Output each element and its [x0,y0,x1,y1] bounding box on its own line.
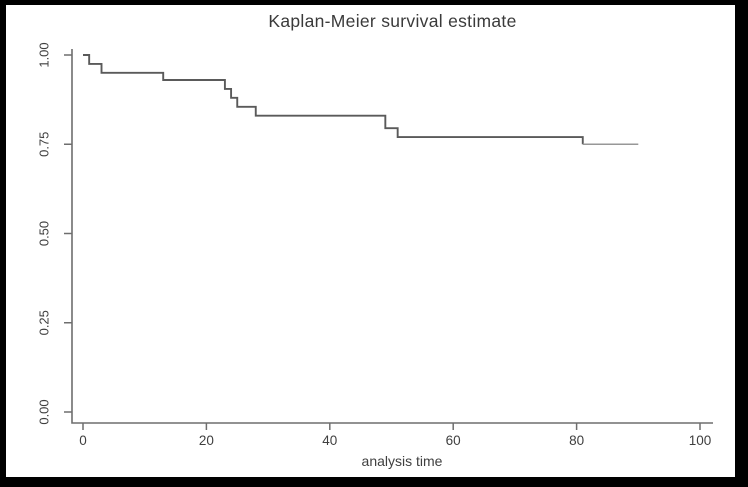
x-tick-label: 0 [79,433,87,448]
chart-title: Kaplan-Meier survival estimate [268,11,517,31]
y-tick-label: 0.25 [36,310,51,335]
x-tick-label: 60 [446,433,461,448]
y-tick-label: 1.00 [36,42,51,67]
axis-lines [71,49,713,424]
x-axis-label: analysis time [361,453,443,469]
y-tick-label: 0.00 [36,399,51,424]
figure-frame [6,5,735,477]
x-tick-label: 80 [569,433,584,448]
y-tick-label: 0.50 [36,221,51,246]
x-tick-label: 20 [199,433,214,448]
x-tick-label: 40 [322,433,337,448]
y-tick-label: 0.75 [36,132,51,157]
km-step-curve [83,54,584,145]
x-tick-label: 100 [689,433,712,448]
